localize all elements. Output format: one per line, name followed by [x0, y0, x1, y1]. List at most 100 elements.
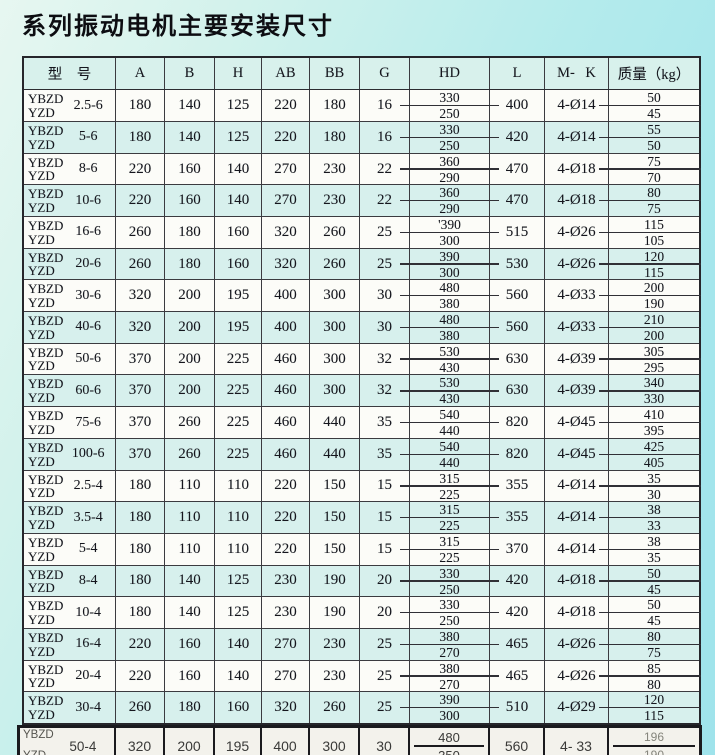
weight-bottom: 75 [647, 201, 661, 217]
hd-bottom: 225 [439, 518, 460, 534]
cell-AB: 220 [262, 121, 310, 153]
cell-H: 195 [215, 280, 262, 312]
hd-bottom: 250 [439, 581, 460, 597]
weight-bottom: 50 [647, 137, 661, 153]
cell-BB: 230 [310, 660, 360, 692]
cell-BB: 300 [310, 280, 360, 312]
brand-bottom: YZD [28, 580, 55, 596]
table-row: YBZD YZD 3.5-4 180 110 110 220 150 15 31… [24, 502, 701, 534]
model-size: 40-6 [75, 319, 102, 335]
cell-model: YBZD YZD 100-6 [24, 438, 116, 470]
hd-split-divider [400, 200, 499, 202]
weight-top: 75 [647, 153, 661, 169]
cell-BB: 300 [310, 728, 360, 755]
cell-AB: 270 [262, 628, 310, 660]
cell-weight: 120 115 [599, 692, 701, 723]
cell-L: 510 [490, 692, 545, 724]
weight-split-divider [599, 548, 701, 550]
cell-L: 530 [490, 248, 545, 280]
weight-bottom: 45 [647, 581, 661, 597]
header-weight: 质量（kg） [617, 67, 691, 84]
cell-AB: 230 [262, 597, 310, 628]
header-bb: BB [310, 58, 360, 90]
cell-HD: 315 225 [400, 470, 499, 502]
header-l: L [490, 58, 545, 90]
cell-HD: 330 250 [400, 565, 499, 597]
cell-model: YBZD YZD 75-6 [24, 407, 116, 438]
cell-weight: 80 75 [599, 629, 701, 660]
hd-split-divider [400, 231, 499, 234]
hd-top: 480 [439, 312, 460, 328]
weight-bottom: 35 [647, 549, 661, 565]
hd-bottom: 380 [439, 296, 460, 312]
weight-bottom: 75 [647, 644, 661, 660]
weight-top: 196 [643, 730, 665, 745]
cell-BB: 150 [310, 533, 360, 565]
brand-top: YBZD [28, 534, 64, 550]
cell-weight: 210 200 [599, 312, 701, 344]
weight-top: 120 [643, 248, 665, 264]
hd-split-divider [400, 516, 499, 519]
weight-top: 200 [643, 280, 665, 296]
weight-bottom: 200 [643, 328, 665, 344]
hd-split-divider [400, 295, 499, 297]
brand-bottom: YZD [28, 326, 55, 342]
table-row: YBZD YZD 2.5-6 180 140 125 220 180 16 33… [24, 90, 701, 122]
brand-bottom: YZD [28, 390, 55, 406]
model-size: 2.5-4 [73, 477, 103, 493]
model-size: 30-4 [75, 699, 102, 715]
model-size: 10-4 [75, 604, 102, 620]
weight-split-divider [599, 643, 701, 646]
cell-BB: 150 [310, 470, 360, 502]
brand-bottom: YZD [28, 358, 55, 374]
cell-weight: 80 75 [599, 185, 701, 217]
cell-A: 370 [116, 438, 165, 470]
cell-H: 160 [215, 248, 262, 280]
brand-bottom: YZD [28, 516, 55, 532]
cell-HD: 540 440 [400, 438, 499, 470]
cell-A: 370 [116, 343, 165, 375]
cell-H: 160 [215, 217, 262, 248]
cell-BB: 300 [310, 343, 360, 375]
table-row: YBZD YZD 75-6 370 260 225 460 440 35 540… [24, 407, 701, 439]
brand-bottom: YZD [28, 548, 55, 564]
cell-B: 140 [165, 565, 215, 597]
model-size: 50-6 [75, 351, 102, 367]
hd-bottom: 300 [439, 264, 460, 280]
cell-A: 260 [116, 248, 165, 280]
hd-top: '390 [438, 217, 461, 233]
cell-L: 400 [490, 90, 545, 121]
cell-B: 200 [165, 280, 215, 312]
model-brands: YBZD YZD [24, 154, 63, 185]
table-row: YBZD YZD 16-6 260 180 160 320 260 25 '39… [24, 217, 701, 249]
hd-split-divider [400, 263, 499, 265]
hd-split-divider [400, 707, 499, 709]
cell-B: 260 [165, 438, 215, 470]
table-row: YBZD YZD 8-6 220 160 140 270 230 22 360 … [24, 153, 701, 186]
cell-BB: 180 [310, 90, 360, 121]
cell-B: 260 [165, 407, 215, 438]
cell-BB: 440 [310, 438, 360, 470]
cell-L: 560 [490, 312, 545, 343]
cell-AB: 400 [262, 728, 310, 755]
cell-model: YBZD YZD 5-4 [24, 533, 116, 565]
cell-H: 225 [215, 375, 262, 407]
cell-AB: 400 [262, 312, 310, 343]
weight-top: 85 [647, 660, 661, 676]
hd-top: 530 [439, 343, 460, 359]
weight-split-divider [599, 580, 701, 582]
cell-HD: 540 440 [400, 407, 499, 438]
model-size: 8-6 [78, 161, 98, 177]
hd-top: 540 [439, 438, 460, 454]
cell-BB: 300 [310, 375, 360, 407]
cell-HD: 480 380 [400, 280, 499, 312]
hd-bottom: 430 [439, 391, 460, 407]
table-row: YBZD YZD 60-6 370 200 225 460 300 32 530… [24, 375, 701, 408]
brand-top: YBZD [28, 598, 64, 614]
cell-L: 560 [490, 280, 545, 312]
hd-top: 380 [439, 628, 460, 644]
brand-top: YBZD [28, 122, 64, 138]
brand-bottom: YZD [28, 136, 55, 152]
hd-bottom: 290 [439, 169, 460, 185]
hd-bottom: 290 [439, 201, 460, 217]
